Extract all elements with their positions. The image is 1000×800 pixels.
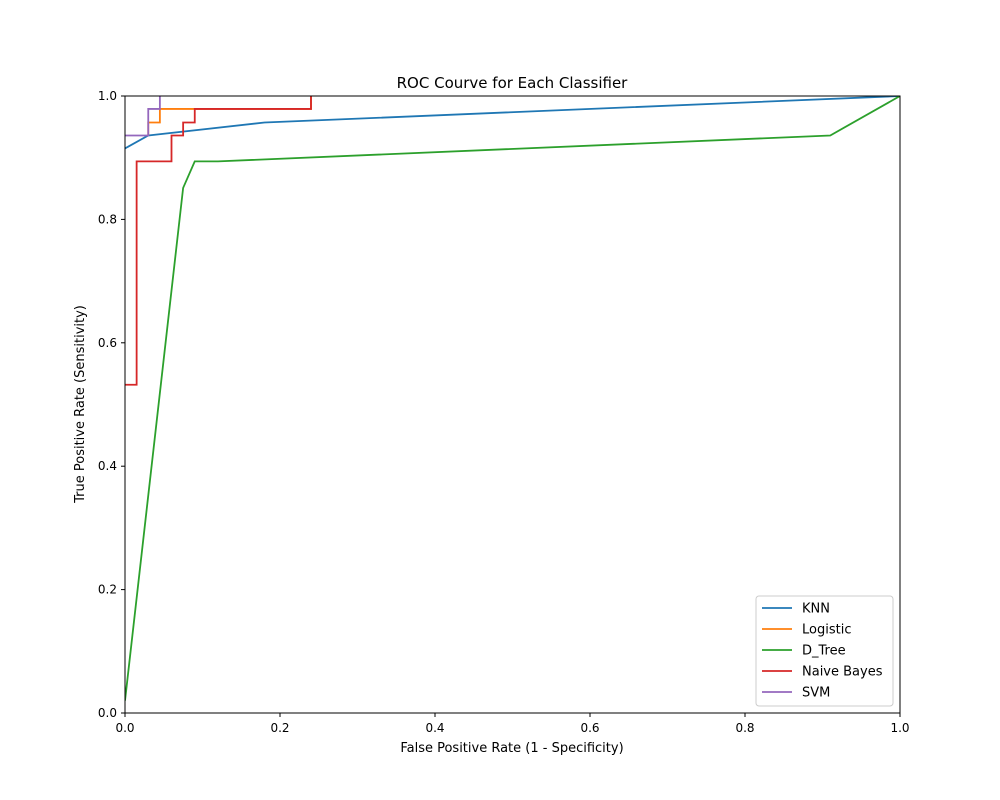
y-axis-label: True Positive Rate (Sensitivity) xyxy=(73,305,88,504)
series-layer xyxy=(125,96,900,701)
x-tick-label: 0.0 xyxy=(115,721,134,735)
legend-label: SVM xyxy=(802,686,830,701)
x-tick-label: 0.2 xyxy=(270,721,289,735)
y-tick-label: 1.0 xyxy=(98,89,117,103)
chart-title: ROC Courve for Each Classifier xyxy=(397,74,629,92)
x-tick-label: 0.6 xyxy=(580,721,599,735)
x-tick-label: 0.8 xyxy=(735,721,754,735)
x-tick-label: 1.0 xyxy=(890,721,909,735)
plot-frame xyxy=(124,95,901,714)
y-tick-label: 0.0 xyxy=(98,706,117,720)
legend-label: KNN xyxy=(802,602,830,617)
legend-box xyxy=(755,595,894,707)
x-axis-label: False Positive Rate (1 - Specificity) xyxy=(400,741,623,756)
y-tick-label: 0.8 xyxy=(98,212,117,226)
legend-label: Logistic xyxy=(802,623,851,638)
legend: KNN Logistic D_Tree Naive Bayes SVM xyxy=(755,595,894,707)
series-line-svm xyxy=(125,96,161,137)
legend-label: Naive Bayes xyxy=(802,665,883,680)
y-tick-label: 0.2 xyxy=(98,583,117,597)
x-tick-label: 0.4 xyxy=(425,721,444,735)
y-tick-label: 0.4 xyxy=(98,459,117,473)
series-line-knn xyxy=(125,96,900,150)
legend-label: D_Tree xyxy=(802,644,846,659)
y-axis-ticks: 0.0 0.2 0.4 0.6 0.8 1.0 xyxy=(98,89,125,720)
series-line-naive-bayes xyxy=(125,96,312,386)
y-tick-label: 0.6 xyxy=(98,336,117,350)
series-line-d-tree xyxy=(125,96,900,701)
x-axis-ticks: 0.0 0.2 0.4 0.6 0.8 1.0 xyxy=(115,713,910,735)
